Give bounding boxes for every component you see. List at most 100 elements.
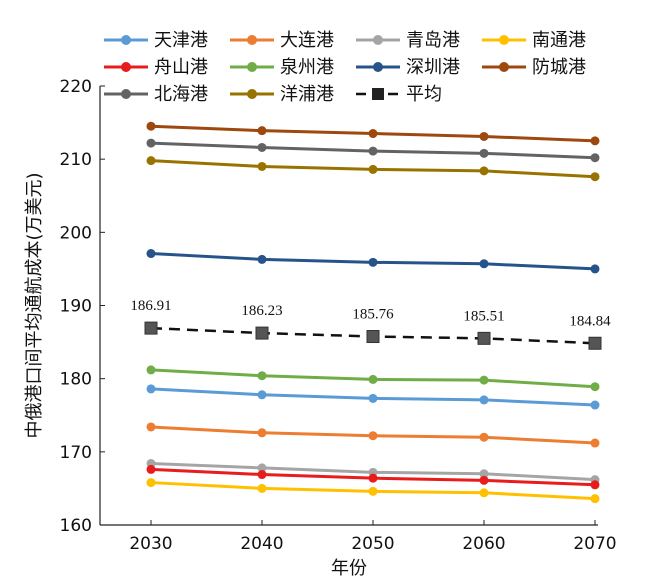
data-point: [368, 164, 378, 174]
legend-item: 青岛港: [356, 30, 460, 51]
data-point: [257, 371, 267, 381]
data-label: 186.91: [130, 298, 171, 314]
legend-item: 深圳港: [356, 57, 460, 78]
data-point: [590, 400, 600, 410]
x-tick-label: 2050: [351, 534, 394, 554]
data-point: [146, 138, 156, 148]
data-point: [479, 375, 489, 385]
y-tick-label: 220: [60, 77, 92, 97]
x-tick-label: 2070: [573, 534, 616, 554]
y-tick-label: 210: [60, 150, 92, 170]
data-point: [590, 136, 600, 146]
data-point: [368, 473, 378, 483]
legend-item: 天津港: [104, 30, 208, 51]
legend-label: 深圳港: [406, 57, 460, 78]
legend-item: 北海港: [104, 84, 208, 105]
legend-marker: [121, 35, 131, 45]
data-label: 186.23: [241, 303, 282, 319]
data-point: [257, 483, 267, 493]
legend-item: 南通港: [482, 30, 586, 51]
data-point: [257, 142, 267, 152]
data-point: [479, 475, 489, 485]
data-point: [590, 153, 600, 163]
data-point: [257, 463, 267, 473]
data-point: [368, 431, 378, 441]
x-tick-label: 2060: [462, 534, 505, 554]
data-point: [146, 365, 156, 375]
data-point: [368, 374, 378, 384]
y-tick-label: 190: [60, 297, 92, 317]
legend-label: 舟山港: [154, 57, 208, 78]
y-tick-label: 170: [60, 443, 92, 463]
legend-marker: [121, 62, 131, 72]
legend-marker: [373, 62, 383, 72]
x-tick-label: 2030: [129, 534, 172, 554]
data-label: 184.84: [569, 313, 611, 329]
y-tick-label: 160: [60, 516, 92, 536]
data-point: [368, 146, 378, 156]
data-point: [477, 331, 491, 345]
data-point: [479, 166, 489, 176]
data-point: [368, 393, 378, 403]
data-point: [590, 172, 600, 182]
legend-item: 泉州港: [230, 57, 334, 78]
legend-marker: [247, 35, 257, 45]
data-point: [146, 422, 156, 432]
legend-label: 大连港: [280, 30, 334, 51]
data-point: [257, 126, 267, 136]
legend-label: 天津港: [154, 30, 208, 51]
legend-marker: [247, 89, 257, 99]
data-point: [255, 326, 269, 340]
data-point: [146, 384, 156, 394]
legend-label: 平均: [406, 84, 442, 105]
data-point: [479, 131, 489, 141]
data-point: [257, 390, 267, 400]
data-point: [257, 161, 267, 171]
legend-marker: [247, 62, 257, 72]
data-point: [144, 321, 158, 335]
data-point: [590, 382, 600, 392]
y-tick-label: 180: [60, 370, 92, 390]
x-tick-label: 2040: [240, 534, 283, 554]
data-point: [368, 486, 378, 496]
data-point: [146, 478, 156, 488]
data-point: [368, 257, 378, 267]
legend-label: 防城港: [532, 57, 586, 78]
legend-item: 平均: [356, 84, 442, 105]
data-point: [479, 259, 489, 269]
data-point: [588, 336, 602, 350]
legend-item: 防城港: [482, 57, 586, 78]
y-tick-label: 200: [60, 223, 92, 243]
legend-label: 南通港: [532, 30, 586, 51]
data-point: [479, 148, 489, 158]
legend-label: 青岛港: [406, 30, 460, 51]
legend-marker: [121, 89, 131, 99]
data-point: [479, 395, 489, 405]
y-axis-title: 中俄港口间平均通航成本(万美元): [24, 172, 45, 438]
data-point: [479, 488, 489, 498]
legend-label: 北海港: [154, 84, 208, 105]
legend-item: 大连港: [230, 30, 334, 51]
data-point: [257, 470, 267, 480]
data-label: 185.51: [463, 308, 504, 324]
data-label: 185.76: [352, 307, 394, 323]
data-point: [146, 464, 156, 474]
x-axis-title: 年份: [331, 558, 367, 579]
legend-label: 洋浦港: [280, 84, 334, 105]
data-point: [590, 494, 600, 504]
data-point: [590, 264, 600, 274]
data-point: [257, 254, 267, 264]
data-point: [366, 330, 380, 344]
data-point: [479, 432, 489, 442]
legend-item: 舟山港: [104, 57, 208, 78]
legend-item: 洋浦港: [230, 84, 334, 105]
data-point: [257, 428, 267, 438]
legend-marker: [499, 62, 509, 72]
legend-marker: [499, 35, 509, 45]
data-point: [590, 438, 600, 448]
data-point: [479, 469, 489, 479]
data-point: [146, 121, 156, 131]
data-point: [368, 129, 378, 139]
